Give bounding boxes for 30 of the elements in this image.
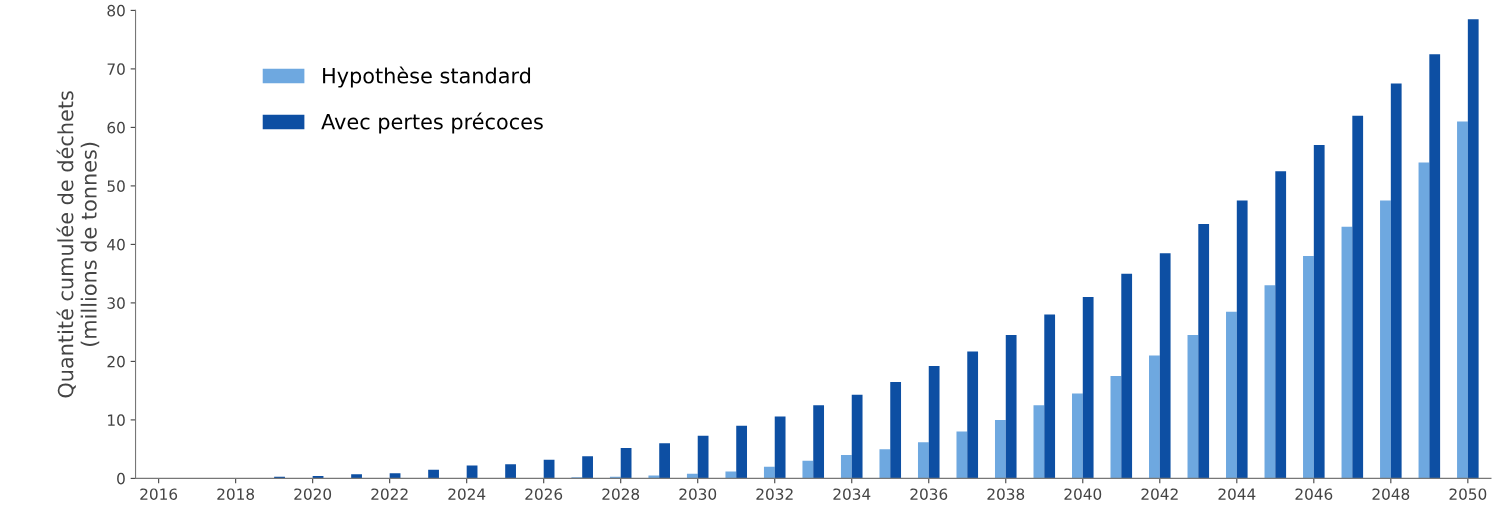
x-tick-label: 2018 [217, 488, 255, 500]
x-tick-label: 2034 [833, 488, 871, 500]
y-tick-label: 70 [107, 63, 125, 75]
x-tick-label: 2022 [371, 488, 408, 500]
y-tick-label: 0 [117, 472, 125, 485]
x-tick-label: 2040 [1064, 488, 1102, 500]
x-tick-label: 2042 [1141, 488, 1178, 500]
x-tick-label: 2046 [1295, 488, 1333, 500]
legend-label: Avec pertes précoces [321, 112, 543, 134]
x-tick-label: 2024 [448, 488, 486, 500]
x-tick-label: 2028 [602, 488, 640, 500]
x-tick-label: 2036 [910, 488, 948, 500]
y-tick-label: 30 [107, 297, 125, 309]
x-tick-label: 2020 [294, 488, 332, 500]
x-tick-label: 2044 [1218, 488, 1256, 500]
x-tick-label: 2016 [140, 488, 178, 500]
y-tick-label: 80 [107, 4, 125, 17]
x-tick-label: 2048 [1372, 488, 1410, 500]
y-tick-label: 60 [107, 121, 125, 134]
legend-label: Hypothèse standard [323, 66, 531, 88]
y-tick-label: 10 [108, 414, 125, 426]
x-tick-label: 2050 [1449, 488, 1487, 500]
x-tick-label: 2038 [987, 488, 1025, 500]
y-tick-label: 50 [107, 180, 125, 192]
y-tick-label: 40 [107, 238, 125, 251]
y-axis-title: Quantité cumulée de déchets (millions de tonnes) [56, 91, 100, 398]
y-tick-label: 20 [107, 355, 125, 368]
x-tick-label: 2026 [525, 488, 563, 500]
x-tick-label: 2030 [679, 488, 717, 500]
x-tick-label: 2032 [756, 488, 793, 500]
